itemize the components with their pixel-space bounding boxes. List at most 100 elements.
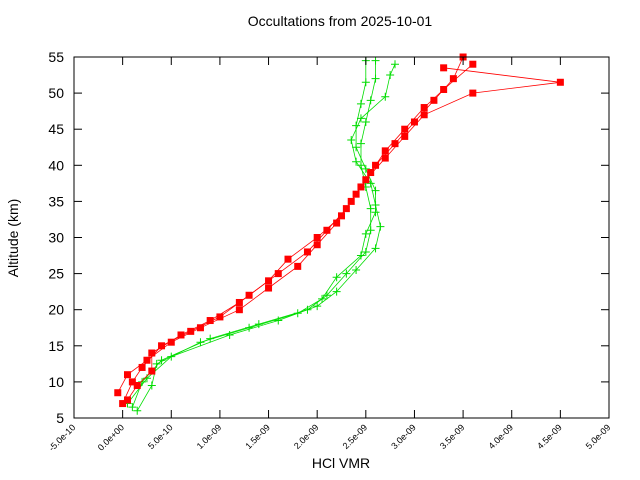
point	[274, 316, 283, 325]
point	[356, 139, 365, 148]
point	[440, 64, 448, 72]
point	[338, 212, 345, 220]
point	[356, 251, 365, 260]
point	[114, 389, 122, 397]
point	[318, 294, 327, 303]
point	[119, 400, 127, 408]
y-tick-label: 5	[56, 410, 64, 426]
point	[196, 338, 205, 347]
y-tick-label: 25	[48, 266, 64, 282]
x-tick-label: 4.0e-09	[486, 422, 515, 451]
point	[143, 356, 151, 364]
x-tick-label: -5.0e-10	[47, 422, 78, 453]
point	[356, 114, 365, 123]
point	[371, 244, 380, 253]
point	[313, 241, 321, 249]
x-tick-label: 4.5e-09	[535, 422, 564, 451]
point	[352, 121, 361, 130]
point	[235, 306, 243, 314]
x-axis-label: HCl VMR	[312, 455, 370, 471]
point	[196, 324, 204, 332]
y-axis-label: Altitude (km)	[5, 199, 21, 278]
x-tick-label: 1.0e-09	[195, 422, 224, 451]
point	[225, 330, 234, 339]
point	[206, 317, 214, 325]
point	[361, 164, 370, 173]
y-tick-label: 10	[48, 374, 64, 390]
point	[420, 111, 428, 119]
point	[187, 327, 195, 335]
x-tick-label: 2.0e-09	[292, 422, 321, 451]
point	[371, 208, 380, 217]
point	[216, 313, 224, 321]
point	[366, 204, 375, 213]
point	[371, 74, 380, 83]
series-line	[117, 67, 561, 393]
point	[352, 143, 361, 152]
point	[391, 60, 399, 69]
point	[352, 190, 360, 198]
point	[361, 117, 370, 126]
point	[420, 104, 428, 112]
x-tick-label: 1.5e-09	[243, 422, 272, 451]
point	[361, 78, 370, 87]
x-tick-label: 5.0e-09	[584, 422, 613, 451]
point	[347, 136, 356, 145]
y-tick-label: 15	[48, 338, 64, 354]
point	[177, 331, 185, 339]
point	[401, 125, 409, 133]
point	[265, 277, 273, 285]
chart-title: Occultations from 2025-10-01	[248, 13, 433, 29]
point	[352, 157, 361, 166]
point	[148, 349, 156, 357]
point	[376, 222, 385, 231]
point	[410, 118, 418, 126]
plot-area	[114, 53, 564, 415]
point	[293, 309, 302, 318]
point	[381, 154, 389, 162]
point	[556, 78, 564, 86]
point	[124, 396, 131, 404]
point	[333, 219, 341, 227]
point	[381, 92, 390, 101]
point	[342, 269, 351, 278]
point	[469, 60, 477, 68]
point	[245, 323, 254, 332]
point	[313, 234, 321, 241]
x-tick-label: 5.0e-10	[146, 422, 175, 451]
point	[366, 96, 375, 105]
series-line	[122, 56, 464, 404]
point	[133, 382, 141, 390]
point	[449, 75, 457, 83]
point	[332, 287, 341, 296]
point	[367, 169, 375, 177]
x-tick-label: 3.5e-09	[438, 422, 467, 451]
point	[352, 265, 361, 274]
y-tick-label: 20	[48, 302, 64, 318]
point	[356, 99, 365, 108]
point	[313, 302, 322, 311]
point	[274, 270, 282, 278]
y-tick-label: 40	[48, 157, 64, 173]
point	[361, 229, 370, 238]
point	[440, 85, 448, 93]
point	[148, 367, 156, 375]
series-line	[132, 60, 376, 408]
point	[158, 342, 166, 350]
series-line	[136, 60, 376, 411]
point	[284, 255, 292, 263]
point	[152, 359, 161, 368]
x-tick-label: 2.5e-09	[341, 422, 370, 451]
point	[167, 338, 175, 346]
point	[235, 298, 243, 306]
point	[469, 89, 477, 97]
point	[386, 71, 395, 80]
point	[381, 147, 389, 155]
y-tick-label: 35	[48, 193, 64, 209]
y-tick-label: 50	[48, 85, 64, 101]
y-tick-label: 55	[48, 49, 64, 65]
point	[124, 371, 131, 379]
point	[294, 262, 302, 270]
